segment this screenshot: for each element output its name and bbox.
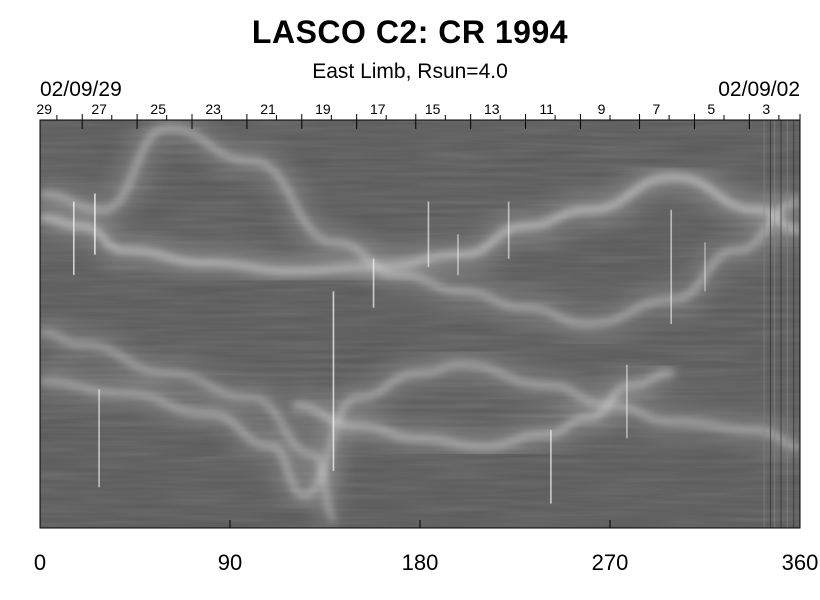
chart-subtitle: East Limb, Rsun=4.0 xyxy=(312,60,508,83)
chart-title: LASCO C2: CR 1994 xyxy=(251,14,569,50)
x-tick-label: 180 xyxy=(402,550,439,575)
day-tick-label: 9 xyxy=(598,101,606,117)
day-tick-label: 25 xyxy=(150,101,166,117)
day-tick-label: 13 xyxy=(484,101,500,117)
bottom-axis: 0 90 180 270 360 xyxy=(34,520,818,575)
x-tick-label: 360 xyxy=(782,550,819,575)
day-tick-label: 3 xyxy=(762,101,770,117)
day-tick-label: 19 xyxy=(315,101,331,117)
bright-band xyxy=(40,124,800,328)
day-tick-label: 21 xyxy=(260,101,276,117)
bright-band xyxy=(293,369,674,450)
x-tick-label: 270 xyxy=(592,550,629,575)
x-tick-label: 0 xyxy=(34,550,46,575)
day-tick-label: 15 xyxy=(425,101,441,117)
bright-band xyxy=(40,328,338,524)
day-tick-label: 17 xyxy=(370,101,386,117)
day-tick-label: 7 xyxy=(653,101,661,117)
x-tick-label: 90 xyxy=(218,550,242,575)
top-axis: 29 27 25 23 21 19 17 15 13 11 9 7 5 3 xyxy=(36,101,801,129)
plot-area xyxy=(40,120,800,528)
day-tick-label: 11 xyxy=(539,101,554,117)
start-date-label: 02/09/29 xyxy=(40,78,122,101)
end-date-label: 02/09/02 xyxy=(718,78,800,101)
bright-band xyxy=(40,361,800,499)
day-tick-label: 5 xyxy=(707,101,715,117)
day-tick-label: 29 xyxy=(36,101,52,117)
day-tick-label: 27 xyxy=(91,101,107,117)
day-tick-label: 23 xyxy=(205,101,221,117)
